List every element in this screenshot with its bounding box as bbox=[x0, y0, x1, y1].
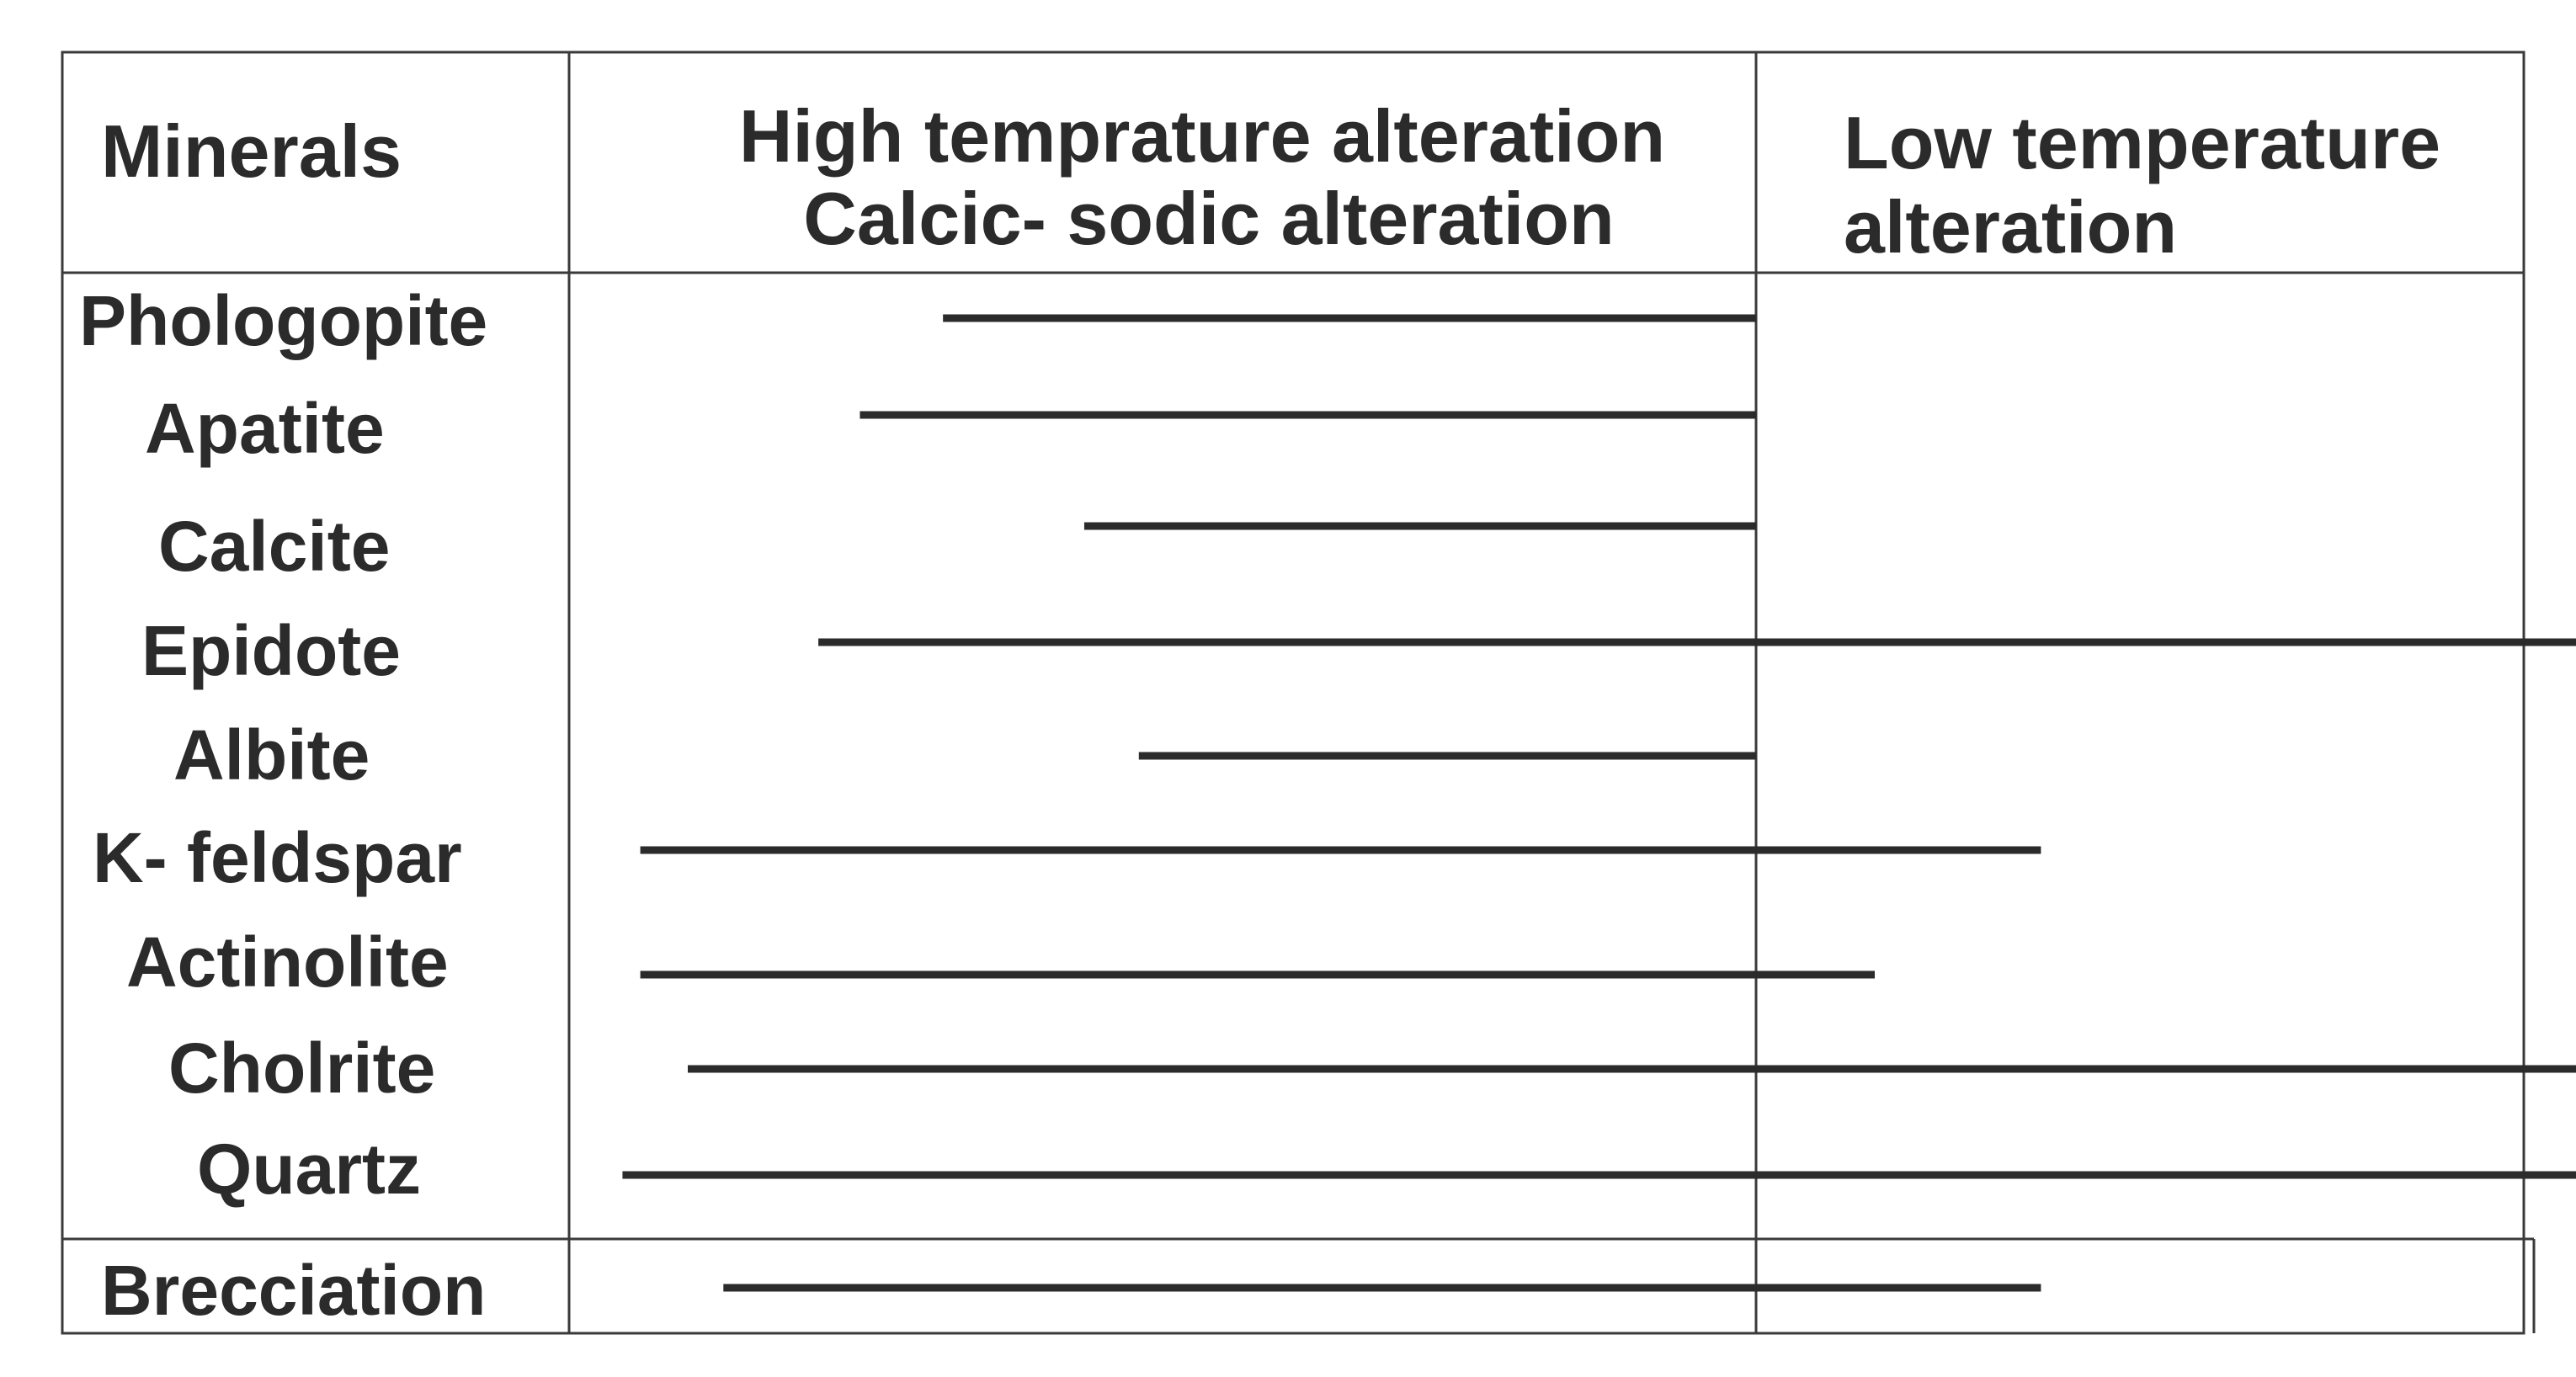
mineral-label-k-feldspar: K- feldspar bbox=[93, 818, 462, 897]
mineral-label-phologopite: Phologopite bbox=[79, 281, 487, 360]
table-frame bbox=[61, 51, 2536, 1335]
outer-border bbox=[61, 51, 2525, 1335]
brecciation-label: Brecciation bbox=[101, 1251, 487, 1330]
mineral-label-actinolite: Actinolite bbox=[126, 922, 449, 1002]
high-temperature-header-line2: Calcic- sodic alteration bbox=[803, 177, 1614, 260]
minerals-header: Minerals bbox=[101, 109, 402, 193]
mineral-rows: Phologopite Apatite Calcite Epidote Albite K-… bbox=[79, 281, 2576, 1209]
table-header: Minerals High temprature alteration Calc… bbox=[101, 94, 2440, 268]
brecciation-row: Brecciation bbox=[101, 1251, 2041, 1330]
mineral-label-apatite: Apatite bbox=[145, 389, 385, 468]
high-temperature-header-line1: High temprature alteration bbox=[739, 94, 1665, 178]
mineral-label-cholrite: Cholrite bbox=[168, 1029, 435, 1108]
mineral-label-epidote: Epidote bbox=[141, 611, 401, 690]
low-temperature-header-line1: Low temperature bbox=[1844, 101, 2440, 184]
mineral-label-quartz: Quartz bbox=[197, 1130, 421, 1209]
low-temperature-header-line2: alteration bbox=[1844, 185, 2177, 268]
mineral-label-calcite: Calcite bbox=[158, 507, 390, 586]
mineral-label-albite: Albite bbox=[173, 715, 370, 795]
